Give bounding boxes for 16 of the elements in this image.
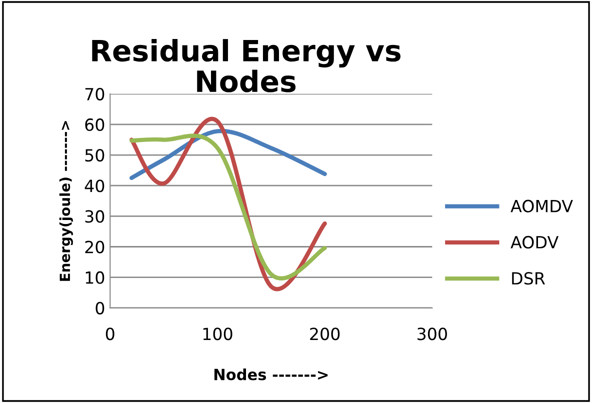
x-axis-title: Nodes ------->	[214, 368, 328, 380]
legend-label: AODV	[510, 236, 559, 249]
y-tick-label: 60	[85, 118, 104, 132]
y-tick-label: 30	[85, 210, 104, 223]
y-axis-title: Energy(joule) ------->	[59, 121, 73, 281]
y-tick-label: 50	[85, 149, 104, 162]
y-tick-label: 0	[96, 302, 104, 314]
x-tick-label: 200	[310, 328, 340, 340]
y-tick-label: 20	[85, 240, 104, 254]
y-tick-label: 40	[84, 180, 104, 192]
legend-label: AOMDV	[510, 200, 573, 212]
x-tick-label: 0	[106, 328, 114, 340]
x-tick-label: 100	[203, 328, 232, 340]
y-tick-label: 10	[86, 271, 104, 284]
x-tick-label: 300	[418, 328, 447, 340]
legend-label: DSR	[512, 272, 546, 285]
